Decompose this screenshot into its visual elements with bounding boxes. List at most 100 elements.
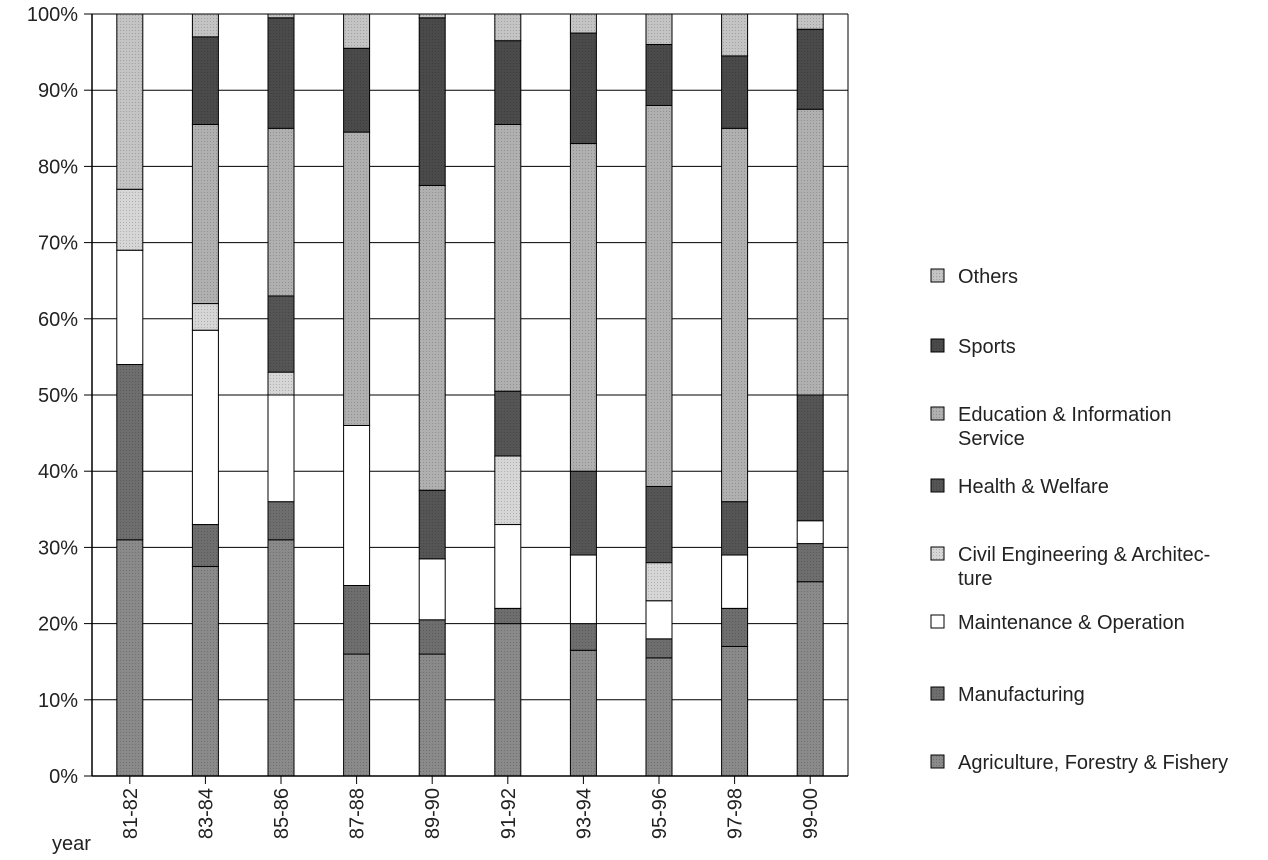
bar-texture (721, 608, 748, 647)
bar-texture (721, 55, 748, 129)
legend-label: Civil Engineering & Architec-ture (958, 544, 1210, 590)
bar-segment (267, 394, 295, 503)
bar-texture (268, 501, 294, 540)
bar-texture (268, 17, 294, 129)
bar-texture (343, 14, 370, 49)
bar-segment (116, 249, 144, 366)
bar-texture (797, 543, 824, 582)
x-tick-label: 91-92 (498, 788, 520, 839)
bar-texture (192, 124, 219, 304)
legend-label: Others (958, 266, 1018, 288)
bar-segment (569, 554, 597, 625)
x-tick-label: 83-84 (195, 788, 217, 839)
bar-texture (116, 539, 143, 776)
bar-texture (268, 372, 294, 395)
bar-texture (646, 44, 672, 106)
bar-texture (797, 395, 824, 521)
bar-texture (192, 303, 219, 331)
legend-swatch-texture (931, 479, 944, 492)
y-tick-label: 60% (38, 309, 78, 331)
bar-texture (646, 14, 672, 45)
bar-texture (192, 566, 219, 776)
legend-label: Maintenance & Operation (958, 612, 1185, 634)
legend-item: Sports (930, 336, 1016, 358)
legend-item: Civil Engineering & Architec-ture (930, 544, 1210, 590)
legend-label: Education & Information Service (958, 404, 1171, 450)
legend-item: Others (930, 266, 1018, 288)
bar-texture (116, 364, 143, 540)
legend-item: Agriculture, Forestry & Fishery (930, 752, 1228, 774)
x-tick-label: 97-98 (725, 788, 747, 839)
bar-texture (116, 14, 143, 190)
bar-texture (419, 619, 446, 655)
y-tick-label: 30% (38, 537, 78, 559)
bar-texture (268, 539, 294, 776)
bar-texture (570, 143, 597, 472)
bar-texture (343, 654, 370, 776)
legend-label: Manufacturing (958, 684, 1085, 706)
x-tick-label: 93-94 (573, 788, 595, 839)
x-tick-label: 95-96 (649, 788, 671, 839)
legend-swatch-texture (931, 269, 944, 282)
bar-texture (494, 455, 521, 525)
bar-texture (570, 650, 597, 776)
x-tick-label: 99-00 (800, 788, 822, 839)
bar-segment (343, 424, 371, 587)
legend-swatch (930, 614, 945, 629)
y-tick-label: 40% (38, 461, 78, 483)
bar-segment (796, 520, 824, 545)
bar-texture (494, 391, 521, 456)
x-tick-label: 89-90 (422, 788, 444, 839)
legend-swatch-texture (931, 407, 944, 420)
bar-texture (192, 36, 219, 125)
bar-texture (419, 14, 446, 18)
bar-texture (797, 109, 824, 395)
bar-texture (570, 471, 597, 556)
y-tick-label: 90% (38, 80, 78, 102)
bar-texture (721, 14, 748, 56)
legend: Others Sports Education & Information Servi… (930, 266, 1228, 774)
bar-texture (419, 490, 446, 559)
legend-label: Sports (958, 336, 1016, 358)
bar-texture (646, 562, 672, 601)
bar-texture (797, 14, 824, 30)
legend-item: Manufacturing (930, 684, 1085, 706)
x-tick-label: 81-82 (120, 788, 142, 839)
legend-swatch-texture (931, 339, 944, 352)
bar-texture (797, 29, 824, 110)
bar-segment (721, 554, 749, 609)
bar-texture (116, 189, 143, 251)
y-tick-label: 50% (38, 385, 78, 407)
bar-texture (570, 623, 597, 651)
bar-texture (343, 585, 370, 655)
bar-texture (419, 185, 446, 491)
y-tick-label: 0% (49, 766, 78, 788)
bar-segment (191, 329, 219, 526)
legend-item: Health & Welfare (930, 476, 1109, 498)
bar-texture (192, 524, 219, 567)
x-axis-title: year (52, 833, 91, 855)
bar-texture (721, 501, 748, 556)
bar-segment (645, 600, 673, 640)
bar-texture (419, 654, 446, 776)
legend-label: Agriculture, Forestry & Fishery (958, 752, 1228, 774)
legend-swatch-texture (931, 547, 944, 560)
bar-texture (419, 17, 446, 186)
x-tick-label: 85-86 (271, 788, 293, 839)
legend-swatch-texture (931, 687, 944, 700)
bar-texture (797, 581, 824, 776)
legend-label: Health & Welfare (958, 476, 1109, 498)
bar-texture (721, 128, 748, 502)
bar-texture (494, 124, 521, 392)
bar-texture (343, 132, 370, 426)
bar-texture (268, 128, 294, 296)
bar-texture (268, 295, 294, 373)
bar-texture (494, 40, 521, 125)
bar-texture (570, 33, 597, 144)
bar-texture (268, 14, 294, 18)
y-tick-label: 100% (27, 4, 78, 26)
y-tick-label: 70% (38, 233, 78, 255)
y-tick-label: 10% (38, 690, 78, 712)
bar-texture (494, 608, 521, 624)
